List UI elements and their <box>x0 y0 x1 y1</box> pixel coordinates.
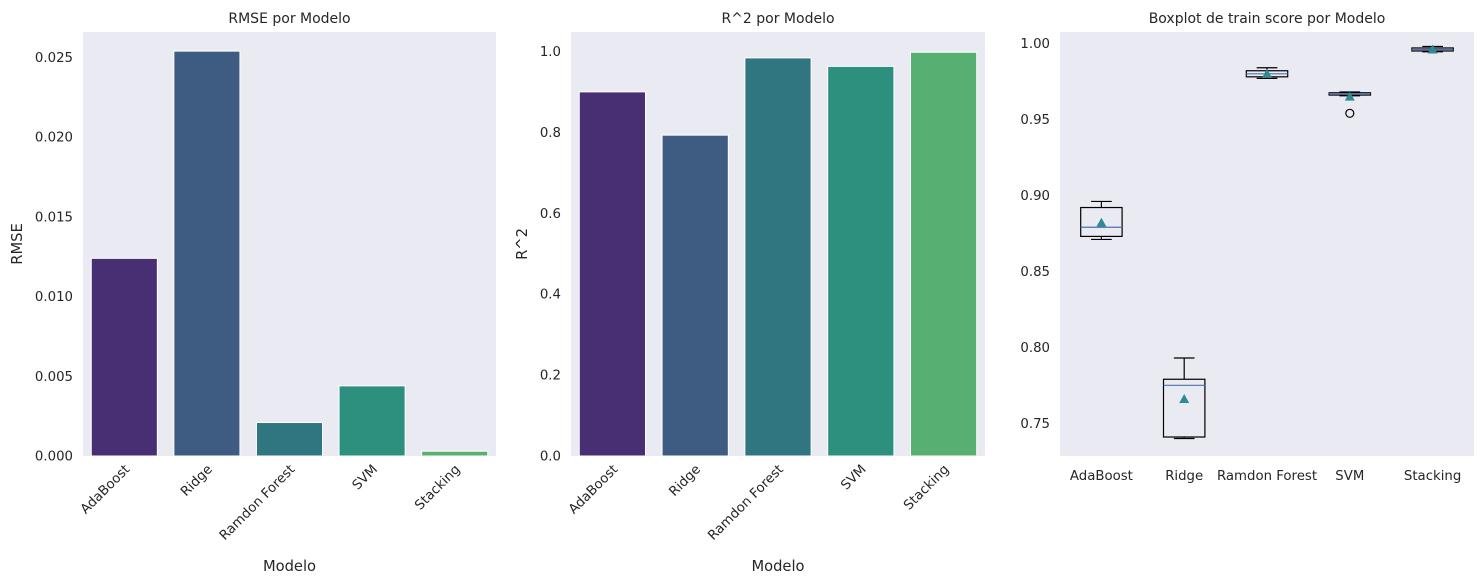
boxplot-y-tick-label: 0.95 <box>1020 113 1050 128</box>
r2-bar <box>909 51 978 457</box>
r2-x-tick-label: AdaBoost <box>566 462 621 517</box>
boxplot-mean-marker <box>1262 68 1272 78</box>
boxplot-x-tick-label: Stacking <box>1404 469 1461 484</box>
boxplot-mean-marker <box>1344 91 1355 101</box>
r2-chart-title: R^2 por Modelo <box>721 11 834 27</box>
r2-x-tick-label: Stacking <box>901 462 952 513</box>
boxplot-outlier <box>1345 108 1355 118</box>
r2-x-tick-label: Ramdon Forest <box>705 462 786 543</box>
rmse-y-axis-label: RMSE <box>9 223 26 264</box>
rmse-x-tick-label: SVM <box>350 462 381 493</box>
boxplot-mean-marker <box>1427 44 1438 54</box>
rmse-y-tick-label: 0.005 <box>35 370 73 385</box>
rmse-x-tick-label: Ridge <box>178 462 215 499</box>
boxplot-mean-marker <box>1179 394 1190 404</box>
boxplot-x-tick-label: Ridge <box>1165 469 1203 484</box>
boxplot-x-tick-label: SVM <box>1335 469 1364 484</box>
rmse-chart-title: RMSE por Modelo <box>228 11 350 27</box>
boxplot-y-tick-label: 0.75 <box>1020 417 1050 432</box>
r2-bar <box>744 57 812 457</box>
r2-chart: R^2 por Modelo Modelo R^2 0.0 0.2 0.4 0.6 0.… <box>514 11 985 575</box>
rmse-y-tick-label: 0.015 <box>35 210 73 225</box>
r2-y-tick-label: 1.0 <box>540 45 561 60</box>
boxplot-x-tick-label: Ramdon Forest <box>1217 469 1317 484</box>
rmse-y-tick-label: 0.010 <box>35 290 73 305</box>
boxplot-plot-area <box>1060 32 1474 456</box>
r2-x-tick-label: SVM <box>839 462 870 493</box>
rmse-bar <box>173 50 241 457</box>
r2-bar <box>578 91 647 457</box>
rmse-bars <box>90 50 489 457</box>
rmse-y-tick-label: 0.020 <box>35 131 73 146</box>
rmse-bar <box>255 422 324 457</box>
boxplot-y-tick-label: 1.00 <box>1020 37 1050 52</box>
rmse-x-tick-label: Stacking <box>412 462 463 513</box>
boxplot-box <box>1162 378 1206 438</box>
r2-bar <box>827 65 895 457</box>
boxplot-x-tick-label: AdaBoost <box>1070 469 1133 484</box>
boxplot-y-tick-label: 0.90 <box>1020 189 1050 204</box>
r2-y-tick-label: 0.2 <box>540 369 561 384</box>
boxplot-ticks: 0.75 0.80 0.85 0.90 0.95 1.00 AdaBoost Ridge Ram… <box>1020 37 1461 484</box>
boxplot-chart-title: Boxplot de train score por Modelo <box>1149 11 1386 27</box>
rmse-x-axis-label: Modelo <box>263 558 316 575</box>
r2-x-axis-label: Modelo <box>751 558 804 575</box>
r2-bars <box>578 51 978 457</box>
rmse-bar <box>421 450 489 457</box>
boxplot-chart: Boxplot de train score por Modelo 0.750.… <box>1020 11 1474 484</box>
rmse-y-tick-label: 0.025 <box>35 51 73 66</box>
r2-y-tick-label: 0.8 <box>540 126 561 141</box>
rmse-x-tick-label: AdaBoost <box>78 462 133 517</box>
boxplot-box <box>1080 206 1123 238</box>
r2-y-axis-label: R^2 <box>514 228 531 260</box>
r2-y-tick-label: 0.6 <box>540 207 561 222</box>
rmse-bar <box>90 257 158 457</box>
r2-y-tick-label: 0.4 <box>540 288 561 303</box>
boxplot-y-tick-label: 0.80 <box>1020 341 1050 356</box>
rmse-x-tick-label: Ramdon Forest <box>217 462 298 543</box>
boxplot-boxes <box>1080 44 1454 440</box>
boxplot-mean-marker <box>1096 217 1107 227</box>
rmse-y-tick-label: 0.000 <box>35 450 73 465</box>
boxplot-y-tick-label: 0.85 <box>1020 265 1050 280</box>
r2-bar <box>661 134 729 457</box>
r2-y-tick-label: 0.0 <box>540 450 561 465</box>
rmse-bar <box>338 385 406 457</box>
rmse-chart: RMSE por Modelo Modelo RMSE 0.000 0.005 0.… <box>9 11 496 575</box>
r2-x-tick-label: Ridge <box>667 462 704 499</box>
